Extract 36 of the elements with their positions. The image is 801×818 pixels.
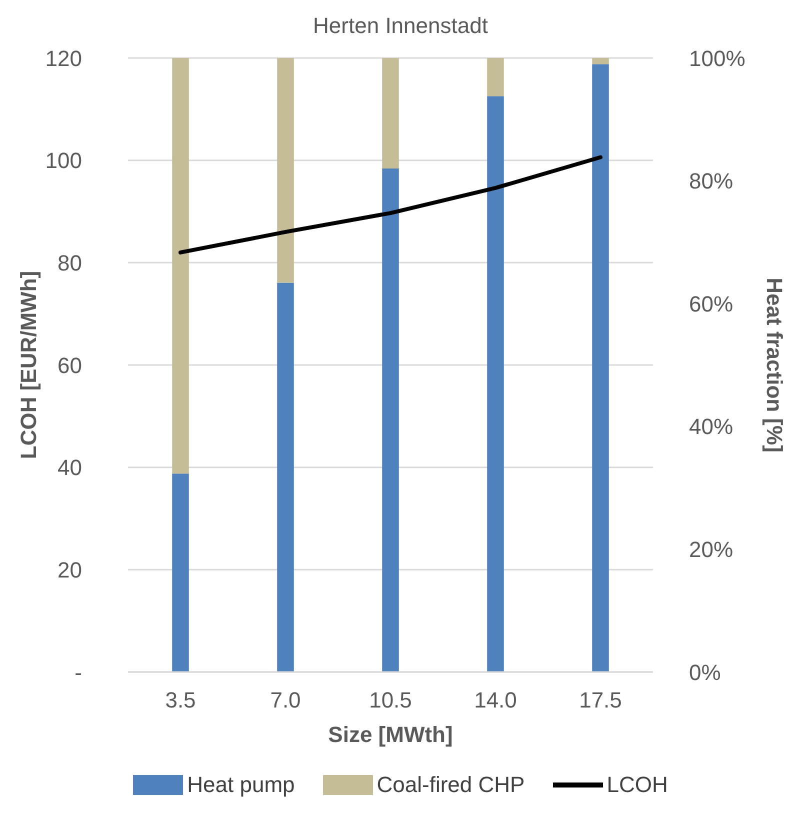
y-tick-label: 60 bbox=[58, 352, 82, 378]
line-series bbox=[178, 155, 602, 254]
bar bbox=[172, 474, 189, 672]
bar bbox=[487, 96, 504, 672]
y-tick-label: - bbox=[74, 660, 82, 685]
y-tick-label: 40 bbox=[58, 455, 82, 480]
chart-title: Herten Innenstadt bbox=[313, 13, 488, 38]
bar bbox=[592, 58, 609, 64]
bar bbox=[487, 58, 504, 96]
x-tick-label: 7.0 bbox=[270, 688, 301, 713]
x-tick-label: 17.5 bbox=[579, 688, 622, 713]
x-tick-label: 14.0 bbox=[474, 688, 517, 713]
y2-tick-label: 80% bbox=[689, 168, 734, 194]
y-tick-label: 100 bbox=[45, 148, 82, 174]
bar bbox=[592, 64, 609, 672]
y-axis-title: LCOH [EUR/MWh] bbox=[16, 270, 41, 460]
y2-tick-label: 100% bbox=[689, 46, 746, 71]
legend-label: Heat pump bbox=[186, 772, 295, 798]
y-tick-label: 80 bbox=[58, 250, 82, 276]
x-tick-label: 3.5 bbox=[165, 688, 196, 713]
legend-label: LCOH bbox=[606, 772, 668, 798]
x-axis-title: Size [MWth] bbox=[328, 722, 453, 747]
bar bbox=[277, 58, 294, 283]
y2-tick-label: 60% bbox=[689, 291, 734, 316]
y2-tick-label: 40% bbox=[689, 414, 734, 440]
y2-tick-label: 20% bbox=[689, 537, 734, 562]
y-tick-label: 20 bbox=[58, 557, 82, 582]
bar bbox=[277, 282, 294, 672]
bar bbox=[382, 58, 399, 169]
legend-label: Coal-fired CHP bbox=[376, 772, 525, 798]
y2-tick-label: 0% bbox=[689, 660, 721, 685]
y-tick-label: 120 bbox=[45, 46, 82, 71]
bar bbox=[382, 168, 399, 672]
bar bbox=[172, 58, 189, 474]
x-tick-label: 10.5 bbox=[369, 688, 412, 713]
y2-axis-title: Heat fraction [%] bbox=[762, 278, 788, 452]
